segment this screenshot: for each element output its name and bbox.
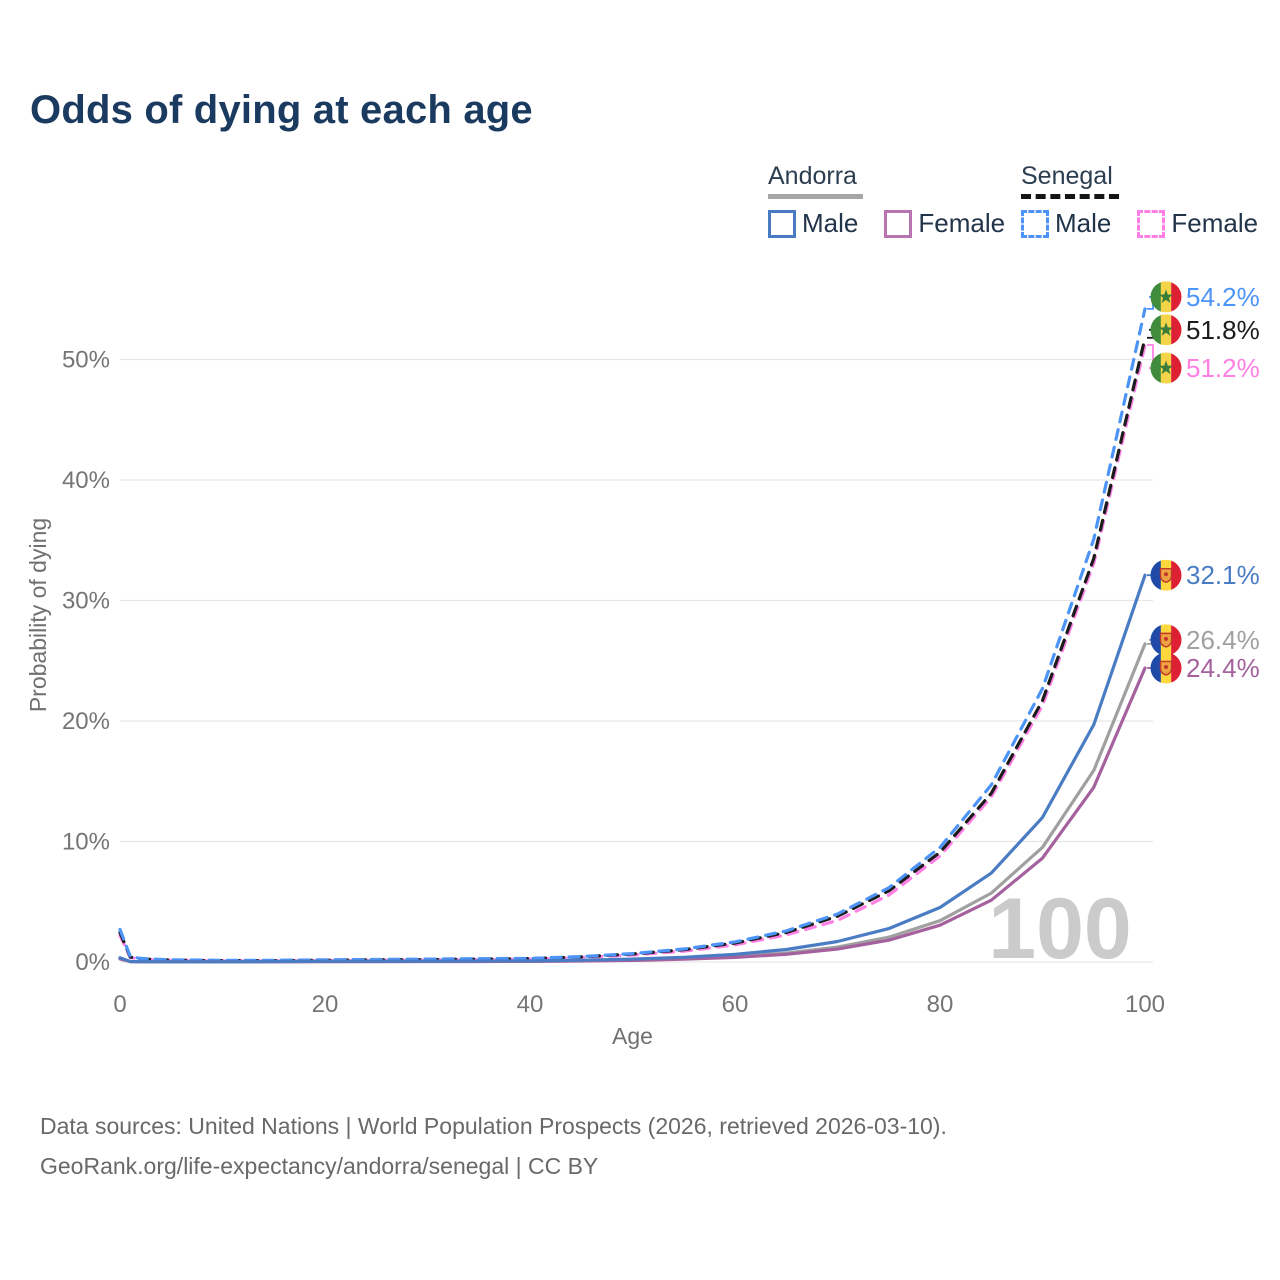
x-tick-label: 60 — [722, 991, 749, 1018]
legend-item-senegal-male[interactable]: Male — [1021, 208, 1111, 239]
legend-item-senegal-female[interactable]: Female — [1137, 208, 1258, 239]
y-tick-label: 20% — [62, 708, 110, 735]
y-axis-title: Probability of dying — [25, 518, 51, 712]
x-tick-label: 100 — [1125, 991, 1165, 1018]
legend-label-andorra-male: Male — [802, 208, 859, 238]
y-tick-label: 30% — [62, 588, 110, 615]
legend-item-andorra-male[interactable]: Male — [768, 208, 858, 239]
chart-footer: Data sources: United Nations | World Pop… — [40, 1106, 947, 1186]
legend-title-andorra: Andorra — [768, 162, 863, 199]
legend-title-senegal: Senegal — [1021, 162, 1119, 199]
legend-swatch-andorra-male — [768, 209, 796, 238]
x-tick-label: 0 — [113, 991, 126, 1018]
end-value-label-andorra-all: 26.4% — [1186, 625, 1260, 655]
legend-swatch-senegal-male — [1021, 209, 1049, 238]
end-value-label-senegal-female: 51.2% — [1186, 353, 1260, 383]
legend-swatch-senegal-female — [1137, 209, 1166, 238]
andorra-flag-icon — [1150, 559, 1182, 591]
x-tick-label: 80 — [927, 991, 954, 1018]
senegal-flag-icon — [1150, 314, 1182, 346]
senegal-flag-icon — [1150, 352, 1182, 384]
end-value-label-senegal-all: 51.8% — [1186, 315, 1260, 345]
series-line-andorra-male — [118, 573, 1147, 964]
legend-swatch-andorra-female — [884, 209, 913, 238]
x-tick-label: 20 — [312, 991, 339, 1018]
legend-item-andorra-female[interactable]: Female — [884, 208, 1005, 239]
page-title: Odds of dying at each age — [30, 88, 533, 132]
y-tick-label: 50% — [62, 347, 110, 374]
series-line-senegal-male — [118, 307, 1147, 962]
andorra-flag-icon — [1150, 624, 1182, 656]
end-value-label-andorra-male: 32.1% — [1186, 560, 1260, 590]
y-tick-label: 40% — [62, 467, 110, 494]
series-line-senegal-all — [118, 336, 1147, 963]
senegal-flag-icon — [1150, 281, 1182, 313]
y-tick-label: 0% — [75, 949, 110, 976]
x-axis-title: Age — [612, 1023, 653, 1049]
x-tick-label: 40 — [517, 991, 544, 1018]
watermark-age-100: 100 — [988, 881, 1132, 977]
chart-canvas: 0% 10% 20% 30% 40% 50% 0 20 40 60 80 100 Age Probabil… — [25, 281, 1260, 1049]
legend-label-andorra-female: Female — [918, 208, 1006, 238]
end-value-label-andorra-female: 24.4% — [1186, 653, 1260, 683]
legend-group-senegal: Senegal Male Female — [1021, 162, 1258, 239]
footer-data-sources: Data sources: United Nations | World Pop… — [40, 1113, 947, 1139]
legend-label-senegal-female: Female — [1171, 208, 1259, 238]
legend-label-senegal-male: Male — [1055, 208, 1112, 238]
legend-group-andorra: Andorra Male Female — [768, 162, 1005, 239]
andorra-flag-icon — [1150, 652, 1182, 684]
footer-attribution: GeoRank.org/life-expectancy/andorra/sene… — [40, 1153, 599, 1179]
end-value-label-senegal-male: 54.2% — [1186, 282, 1260, 312]
series-line-senegal-female — [118, 343, 1147, 963]
y-tick-label: 10% — [62, 829, 110, 856]
